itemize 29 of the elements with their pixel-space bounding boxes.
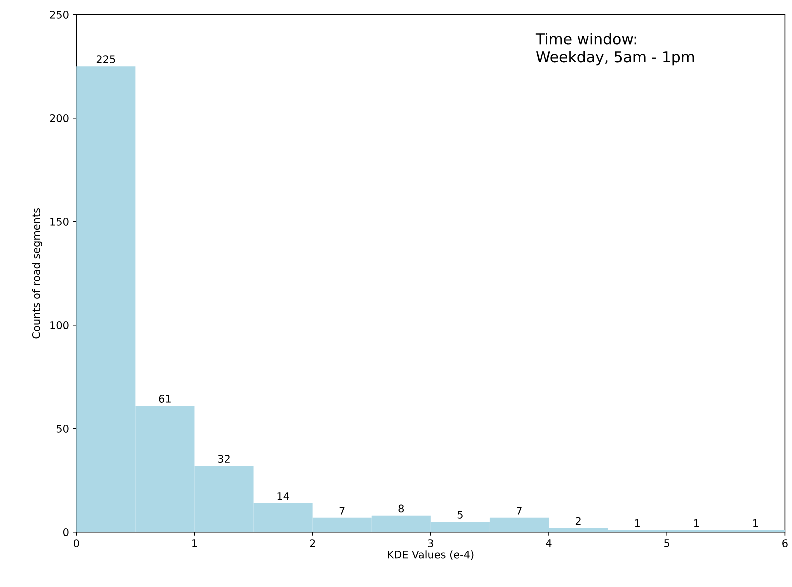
x-tick-label: 2 — [310, 540, 316, 548]
data-label: 5 — [458, 511, 463, 519]
y-tick-label: 200 — [50, 114, 69, 122]
data-label: 7 — [340, 507, 345, 515]
x-tick-label: 3 — [428, 540, 434, 548]
x-tick-label: 5 — [664, 540, 670, 548]
x-axis-title: KDE Values (e-4) — [388, 550, 474, 560]
y-tick-label: 0 — [64, 528, 69, 536]
x-tick-label: 4 — [546, 540, 552, 548]
annotation: Time window: — [536, 33, 636, 45]
x-tick-label: 0 — [74, 540, 80, 548]
data-label: 1 — [635, 519, 640, 528]
data-label: 14 — [278, 492, 290, 500]
data-label: 61 — [159, 394, 171, 403]
y-tick-label: 250 — [50, 10, 69, 19]
data-label: 7 — [517, 507, 522, 515]
data-label: 32 — [218, 455, 230, 463]
y-tick-label: 100 — [50, 321, 69, 330]
data-label: 1 — [754, 519, 758, 528]
data-label: 8 — [398, 504, 404, 513]
annotation: Weekday, 5am - 1pm — [536, 51, 694, 66]
x-tick-label: 6 — [782, 540, 788, 548]
y-tick-label: 50 — [56, 424, 69, 433]
data-label: 1 — [694, 519, 699, 528]
x-tick-label: 1 — [192, 540, 198, 548]
y-tick-label: 150 — [50, 218, 69, 226]
data-label: 2 — [576, 517, 581, 526]
data-label: 225 — [96, 56, 116, 64]
y-axis-title: Counts of road segments — [32, 208, 42, 339]
